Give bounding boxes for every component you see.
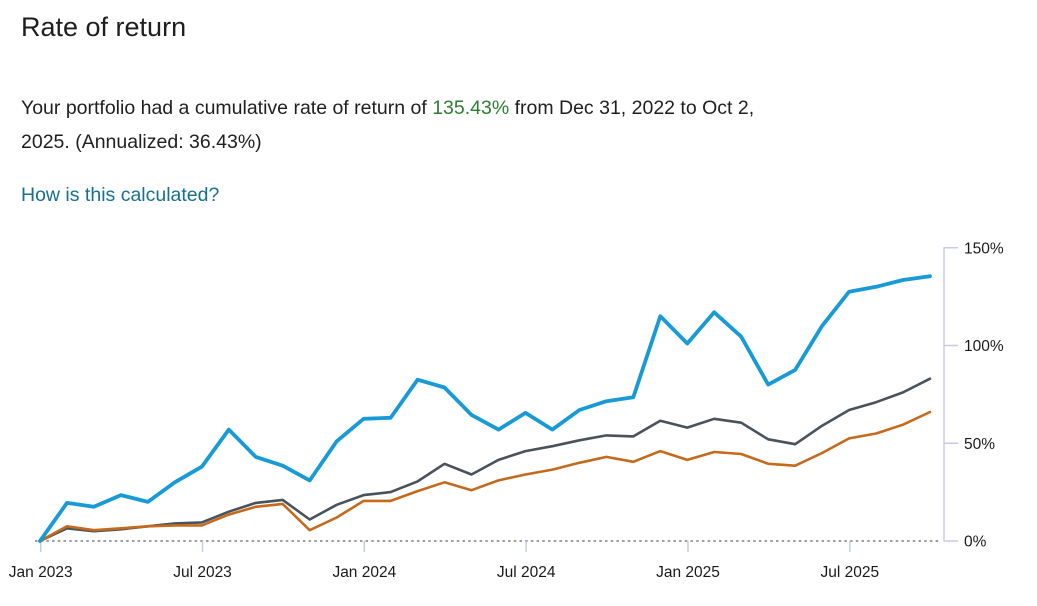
chart-series-lines <box>38 274 932 543</box>
summary-part3: 2025. (Annualized: 36.43%) <box>21 131 262 153</box>
page-title: Rate of return <box>21 12 187 42</box>
cumulative-return-value: 135.43% <box>432 97 510 119</box>
benchmark-dark-line <box>38 377 932 543</box>
summary-part2: from Dec 31, 2022 to Oct 2, <box>509 97 755 119</box>
x-tick-label: Jul 2023 <box>173 564 232 581</box>
chart-axis-labels: 0% 50% 100% 150% Jan 2023 Jul 2023 Jan 2024 Jul… <box>9 240 1004 581</box>
x-tick-label: Jul 2024 <box>497 564 556 581</box>
chart-axes <box>35 247 958 552</box>
y-tick-label: 0% <box>964 534 987 551</box>
x-tick-label: Jul 2025 <box>820 564 879 581</box>
x-tick-label: Jan 2025 <box>656 564 720 581</box>
how-calculated-link[interactable]: How is this calculated? <box>21 184 220 206</box>
benchmark-orange-line <box>38 410 932 543</box>
y-tick-label: 50% <box>964 436 995 453</box>
y-tick-label: 100% <box>964 338 1004 355</box>
x-tick-label: Jan 2024 <box>332 564 396 581</box>
y-axis <box>943 247 958 542</box>
x-tick-label: Jan 2023 <box>9 564 73 581</box>
rate-of-return-chart: 0% 50% 100% 150% Jan 2023 Jul 2023 Jan 2024 Jul… <box>9 240 1004 581</box>
y-tick-label: 150% <box>964 240 1004 257</box>
summary-text: Your portfolio had a cumulative rate of … <box>21 91 1011 159</box>
portfolio-line <box>38 274 932 543</box>
summary-part1: Your portfolio had a cumulative rate of … <box>21 97 433 119</box>
